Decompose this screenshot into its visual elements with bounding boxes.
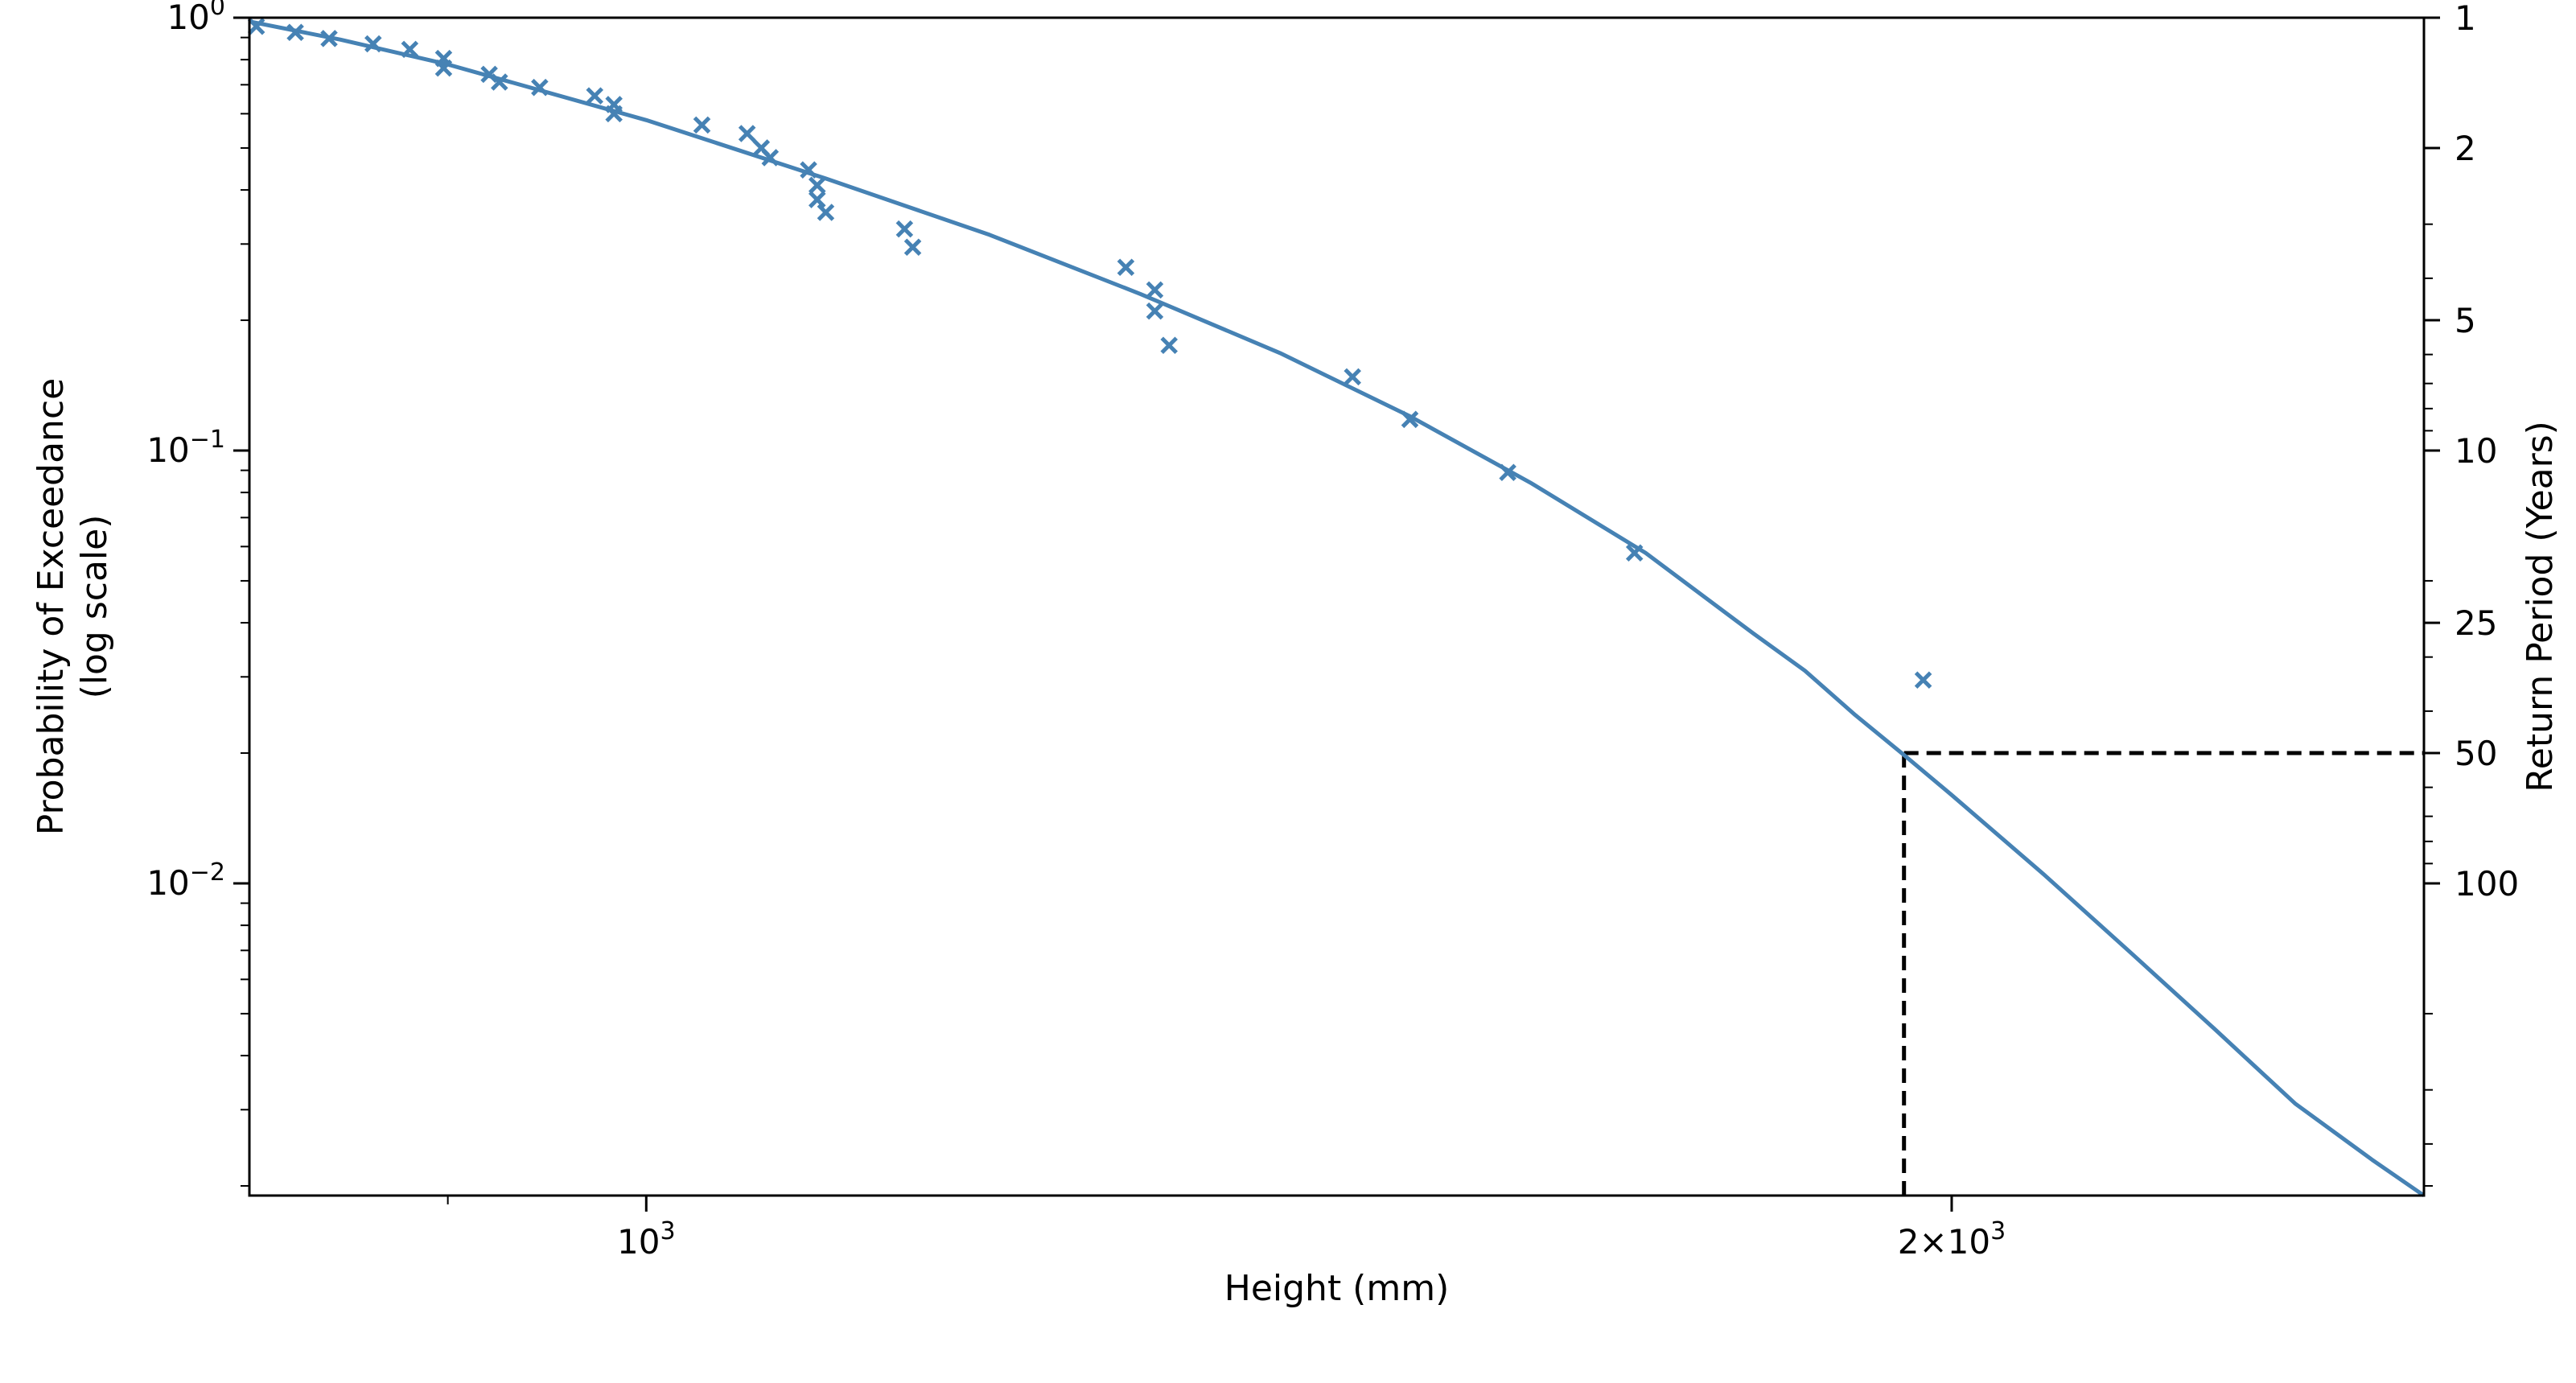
- data-point-stroke: [1625, 544, 1644, 562]
- data-point: [895, 220, 914, 238]
- y-tick-label: 10−1: [146, 426, 225, 470]
- data-point: [738, 125, 756, 142]
- data-point-stroke: [286, 23, 304, 41]
- data-point-stroke: [320, 30, 338, 47]
- data-point-stroke: [817, 204, 835, 221]
- data-point-stroke: [247, 17, 265, 35]
- data-point: [808, 176, 826, 195]
- data-point: [903, 238, 922, 256]
- data-point: [693, 116, 711, 134]
- data-point-stroke: [586, 87, 603, 105]
- data-point: [286, 23, 304, 41]
- data-point-stroke: [1499, 463, 1516, 481]
- x-tick-label: 2×103: [1898, 1217, 2006, 1262]
- data-point: [1146, 302, 1164, 320]
- data-point: [1117, 258, 1135, 277]
- data-point-stroke: [761, 149, 780, 167]
- data-point-stroke: [895, 220, 914, 238]
- data-point: [1401, 410, 1419, 429]
- data-point-stroke: [364, 35, 382, 53]
- data-point: [247, 17, 265, 35]
- y-axis-label-line-1: Probability of Exceedance: [31, 378, 72, 835]
- data-point: [1344, 368, 1361, 386]
- data-point: [531, 78, 549, 97]
- x-axis-label: Height (mm): [1224, 1268, 1450, 1309]
- data-point: [401, 40, 419, 59]
- right-axis-label: Return Period (Years): [2520, 421, 2561, 792]
- data-point-stroke: [752, 139, 771, 157]
- return-period-tick-label: 100: [2455, 864, 2519, 903]
- y-axis-label: Probability of Exceedance (log scale): [31, 378, 115, 835]
- data-point: [1160, 336, 1179, 355]
- data-point-stroke: [693, 116, 711, 134]
- data-point: [1625, 544, 1644, 562]
- return-period-tick-label: 50: [2455, 734, 2497, 773]
- data-point: [364, 35, 382, 53]
- data-point-stroke: [1344, 368, 1361, 386]
- data-point-stroke: [1117, 258, 1135, 277]
- data-point-stroke: [1146, 302, 1164, 320]
- x-tick-label: 103: [617, 1217, 676, 1262]
- data-point-stroke: [1160, 336, 1179, 355]
- data-point-stroke: [808, 176, 826, 195]
- plot-frame: [248, 16, 2426, 1197]
- data-point-stroke: [808, 191, 826, 208]
- data-point: [1914, 671, 1932, 689]
- data-point: [817, 204, 835, 221]
- y-tick-label: 10−2: [146, 858, 225, 903]
- return-period-tick-label: 2: [2455, 129, 2476, 168]
- return-period-tick-label: 10: [2455, 431, 2497, 471]
- data-point: [320, 30, 338, 47]
- data-point: [1146, 281, 1164, 299]
- data-point-stroke: [491, 73, 508, 91]
- data-point: [586, 87, 603, 105]
- data-point: [1499, 463, 1516, 481]
- data-point: [434, 59, 453, 77]
- data-point: [491, 73, 508, 91]
- data-point-stroke: [1146, 281, 1164, 299]
- return-period-tick-label: 1: [2455, 0, 2476, 38]
- data-point-stroke: [531, 78, 549, 97]
- data-point-stroke: [1914, 671, 1932, 689]
- data-point-stroke: [903, 238, 922, 256]
- data-point-stroke: [800, 161, 817, 179]
- data-point-stroke: [480, 65, 498, 84]
- return-period-tick-label: 5: [2455, 301, 2476, 340]
- data-point-stroke: [738, 125, 756, 142]
- fit-curve: [249, 19, 2426, 1198]
- data-point: [800, 161, 817, 179]
- right-axis-label-text: Return Period (Years): [2520, 421, 2561, 792]
- data-point-stroke: [605, 105, 623, 123]
- data-point-stroke: [434, 59, 453, 77]
- data-point: [761, 149, 780, 167]
- data-point-stroke: [1401, 410, 1419, 429]
- return-period-tick-label: 25: [2455, 603, 2497, 643]
- data-point: [808, 191, 826, 208]
- data-point: [605, 105, 623, 123]
- y-axis-label-line-2: (log scale): [74, 515, 115, 699]
- data-point-stroke: [401, 40, 419, 59]
- y-tick-label: 100: [167, 0, 225, 37]
